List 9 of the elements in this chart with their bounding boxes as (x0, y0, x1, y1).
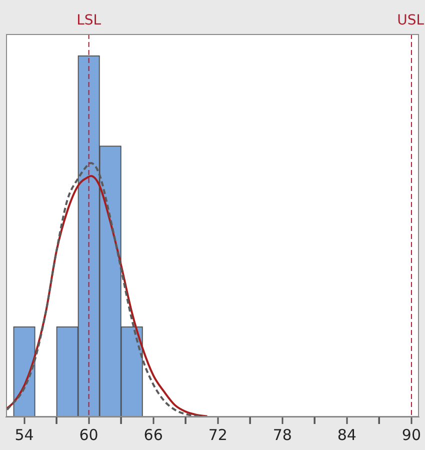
x-tick-label: 78 (272, 426, 292, 444)
x-tick-label: 90 (402, 426, 422, 444)
x-tick-label: 84 (337, 426, 356, 444)
x-tick-label: 72 (208, 426, 228, 444)
ref-line-label: USL (397, 12, 424, 29)
x-tick-label: 54 (14, 426, 34, 444)
ref-line-label: LSL (76, 12, 102, 29)
x-tick-label: 60 (79, 426, 98, 444)
x-tick-label: 66 (144, 426, 163, 444)
